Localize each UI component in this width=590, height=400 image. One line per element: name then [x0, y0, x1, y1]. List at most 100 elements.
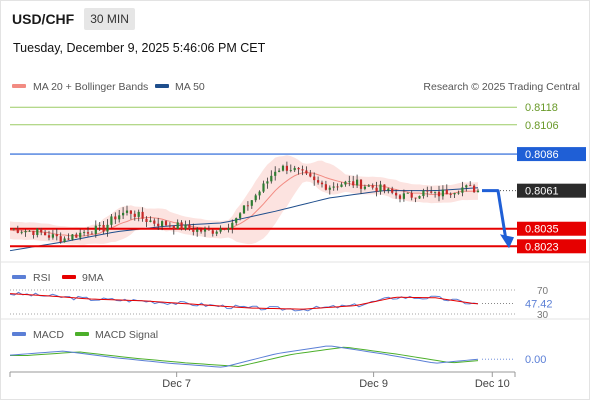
- candle-body: [36, 228, 39, 236]
- candle-body: [86, 232, 90, 234]
- candle-body: [383, 184, 386, 191]
- candle-body: [320, 182, 324, 185]
- candle-body: [184, 224, 187, 230]
- level-label-pivot: 0.8086: [525, 149, 559, 161]
- candle-body: [164, 221, 168, 226]
- macd-chart: 0.00: [9, 345, 546, 368]
- candle-body: [414, 197, 417, 199]
- timeframe-badge[interactable]: 30 MIN: [84, 8, 135, 30]
- candle-body: [196, 229, 199, 232]
- candle-body: [153, 220, 156, 224]
- macd-signal-legend-label: MACD Signal: [95, 329, 158, 341]
- candle-body: [395, 192, 398, 196]
- candle-body: [102, 224, 105, 232]
- candle-body: [223, 228, 226, 230]
- candle-body: [246, 205, 249, 207]
- candle-body: [457, 192, 460, 194]
- rsi-legend-label: RSI: [33, 272, 51, 284]
- candle-body: [262, 183, 265, 192]
- chart-header: USD/CHF 30 MIN: [12, 8, 135, 30]
- attribution-text: Research © 2025 Trading Central: [423, 81, 580, 93]
- candle-body: [441, 189, 444, 197]
- candle-body: [391, 188, 394, 193]
- x-tick-label: Dec 10: [475, 378, 510, 390]
- candle-body: [297, 167, 300, 170]
- candle-body: [51, 234, 54, 238]
- candle-body: [219, 228, 222, 232]
- candle-body: [305, 170, 308, 174]
- candle-body: [367, 185, 370, 187]
- ma20-legend-label: MA 20 + Bollinger Bands: [33, 81, 148, 93]
- level-tag-support: [517, 221, 586, 236]
- candle-body: [473, 185, 476, 193]
- rsi-ma-legend-label: 9MA: [82, 272, 104, 284]
- candle-body: [406, 192, 409, 194]
- candle-body: [157, 223, 160, 227]
- candle-body: [328, 187, 331, 190]
- candle-body: [242, 205, 246, 214]
- candle-body: [141, 211, 144, 219]
- candle-body: [231, 222, 234, 229]
- candle-body: [44, 232, 47, 236]
- candle-body: [379, 184, 382, 192]
- x-tick-label: Dec 7: [162, 378, 191, 390]
- candle-body: [79, 232, 82, 238]
- candle-body: [110, 216, 113, 225]
- ma50-legend-swatch: [155, 84, 169, 88]
- candle-body: [301, 169, 304, 171]
- macd-signal-line: [10, 346, 479, 367]
- rsi-ma-legend-swatch: [62, 275, 76, 279]
- candle-body: [410, 192, 413, 198]
- candle-body: [94, 225, 97, 234]
- candle-body: [344, 181, 347, 185]
- candle-body: [266, 181, 269, 184]
- candle-body: [28, 230, 31, 232]
- candle-body: [398, 195, 402, 199]
- candle-body: [422, 190, 425, 197]
- candle-body: [430, 191, 433, 193]
- candle-body: [118, 215, 121, 220]
- candle-body: [203, 228, 207, 232]
- candle-body: [359, 179, 363, 189]
- candle-body: [149, 220, 152, 223]
- candle-body: [47, 235, 51, 238]
- candle-body: [289, 170, 292, 171]
- candle-body: [98, 224, 101, 226]
- candle-body: [375, 187, 378, 192]
- bollinger-band: [10, 155, 478, 245]
- candle-body: [437, 191, 441, 197]
- candle-body: [469, 185, 472, 187]
- candle-body: [176, 222, 179, 229]
- candle-body: [63, 238, 66, 243]
- candle-body: [293, 167, 296, 171]
- candle-body: [129, 210, 132, 214]
- candle-body: [465, 185, 468, 188]
- chart-datetime: Tuesday, December 9, 2025 5:46:06 PM CET: [13, 41, 266, 55]
- candle-body: [453, 193, 456, 195]
- candle-body: [371, 185, 374, 188]
- candle-body: [71, 234, 74, 240]
- level-tag-support: [517, 239, 586, 254]
- candle-body: [192, 228, 195, 232]
- candle-body: [161, 221, 164, 227]
- level-label-resistance: 0.8118: [525, 102, 558, 114]
- candle-body: [332, 186, 335, 188]
- candle-body: [363, 186, 366, 189]
- candle-body: [258, 191, 261, 196]
- candle-body: [106, 224, 109, 232]
- candle-body: [434, 191, 437, 193]
- candle-body: [356, 179, 359, 186]
- candle-body: [16, 228, 19, 233]
- candle-body: [250, 200, 253, 206]
- candle-body: [40, 228, 43, 233]
- candle-body: [207, 228, 210, 231]
- candle-body: [278, 170, 281, 172]
- price-chart: 0.8118 0.8106 0.8086 0.8035 0.8023 0.8061: [9, 102, 586, 254]
- rsi-ma-line: [9, 293, 479, 310]
- x-axis: Dec 7 Dec 9 Dec 10: [9, 372, 516, 390]
- current-price-label: 0.8061: [525, 186, 559, 198]
- candle-body: [281, 165, 285, 171]
- candle-body: [402, 193, 405, 199]
- rsi-legend-swatch: [12, 275, 26, 279]
